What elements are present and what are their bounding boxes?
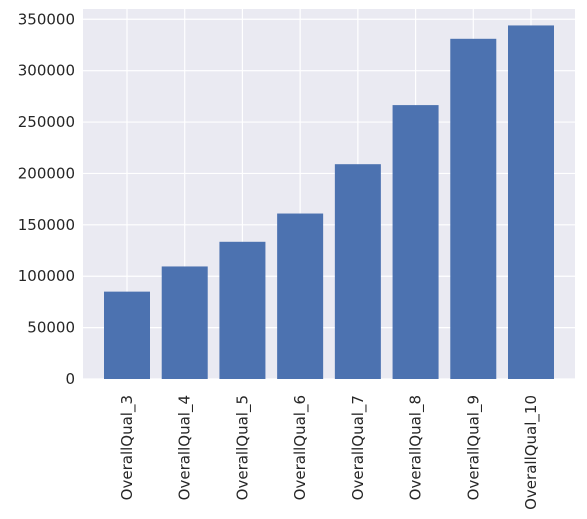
x-axis-tick-labels: OverallQual_3 OverallQual_4 OverallQual_5 O…: [118, 395, 541, 510]
x-tick-label-OverallQual_8: OverallQual_8: [407, 395, 426, 500]
bar-OverallQual_6: [277, 213, 324, 379]
x-tick-label-OverallQual_5: OverallQual_5: [233, 395, 252, 500]
bar-OverallQual_10: [508, 25, 554, 379]
y-tick-label-1: 50000: [27, 319, 75, 337]
plot-background: [83, 9, 575, 379]
bar-OverallQual_9: [450, 38, 497, 380]
y-tick-label-5: 250000: [18, 113, 75, 131]
x-tick-label-OverallQual_9: OverallQual_9: [464, 395, 483, 500]
y-tick-label-2: 100000: [18, 267, 75, 285]
x-tick-label-OverallQual_4: OverallQual_4: [176, 395, 195, 500]
bar-OverallQual_5: [219, 241, 266, 379]
bar-OverallQual_3: [104, 291, 150, 379]
bars: [104, 25, 554, 380]
y-tick-label-0: 0: [65, 370, 75, 388]
x-tick-label-OverallQual_6: OverallQual_6: [291, 395, 310, 500]
y-tick-label-4: 200000: [18, 164, 75, 182]
y-tick-label-3: 150000: [18, 216, 75, 234]
y-tick-label-7: 350000: [18, 10, 75, 28]
bar-OverallQual_7: [334, 164, 381, 379]
bar-OverallQual_8: [392, 105, 439, 379]
x-tick-label-OverallQual_3: OverallQual_3: [118, 395, 137, 500]
x-tick-label-OverallQual_10: OverallQual_10: [522, 395, 541, 510]
x-tick-label-OverallQual_7: OverallQual_7: [349, 395, 368, 500]
bar-OverallQual_4: [161, 266, 208, 379]
y-axis-tick-labels: 0 50000 100000 150000 200000 250000 300000 3500…: [18, 10, 75, 388]
y-tick-label-6: 300000: [18, 62, 75, 80]
